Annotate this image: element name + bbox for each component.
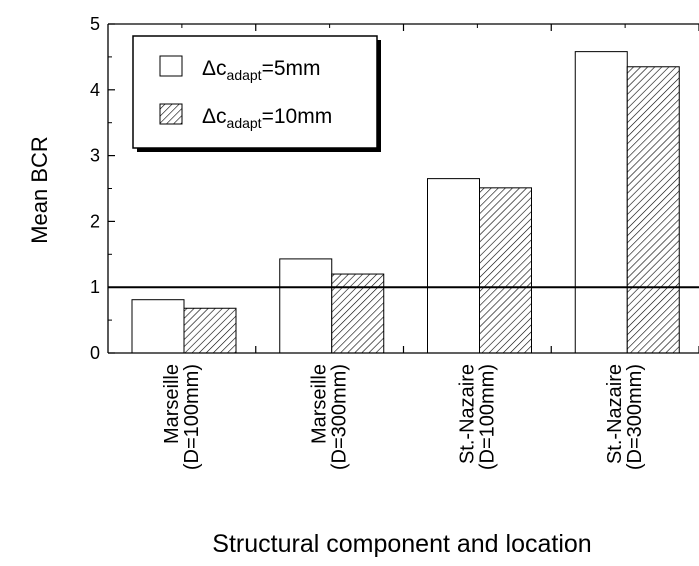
category-label-line: (D=100mm) [476,364,498,470]
bar-5mm-3 [427,178,480,354]
legend-swatch-10mm [159,103,183,125]
legend: Δcadapt=5mm Δcadapt=10mm [132,35,381,152]
category-label-line: (D=100mm) [181,364,203,470]
bar-5mm-2 [279,258,333,354]
category-label-line: Marseille [161,364,183,444]
legend-entry-5mm: Δcadapt=5mm [202,57,321,83]
bar-10mm-2 [331,273,385,354]
y-tick-label-5: 5 [90,14,100,34]
legend-box [132,35,378,149]
y-tick-label-3: 3 [90,146,100,166]
y-tick-label-2: 2 [90,211,100,231]
y-tick-label-4: 4 [90,80,100,100]
category-label-2: Marseille(D=300mm) [309,364,351,470]
category-label-line: (D=300mm) [624,364,646,470]
y-axis-label: Mean BCR [27,136,52,244]
category-label-line: St.-Nazaire [604,364,626,464]
category-label-3: St.-Nazaire(D=100mm) [456,364,498,470]
bar-5mm-4 [574,51,628,354]
y-tick-label-1: 1 [90,277,100,297]
x-axis-label: Structural component and location [212,530,591,558]
category-label-line: Marseille [309,364,331,444]
bar-10mm-3 [479,187,532,354]
bars-group [131,51,680,354]
y-tick-label-0: 0 [90,343,100,363]
axes-group: 0 1 2 3 4 5 [90,14,699,363]
category-label-1: Marseille(D=100mm) [161,364,203,470]
legend-entry-10mm: Δcadapt=10mm [202,105,332,131]
category-labels: Marseille(D=100mm) Marseille(D=300mm) St.-… [161,364,646,470]
bar-10mm-4 [626,66,680,354]
category-label-line: St.-Nazaire [456,364,478,464]
bar-5mm-1 [131,299,185,354]
category-label-line: (D=300mm) [329,364,351,470]
category-label-4: St.-Nazaire(D=300mm) [604,364,646,470]
bar-10mm-1 [183,307,237,354]
legend-swatch-5mm [159,55,183,77]
